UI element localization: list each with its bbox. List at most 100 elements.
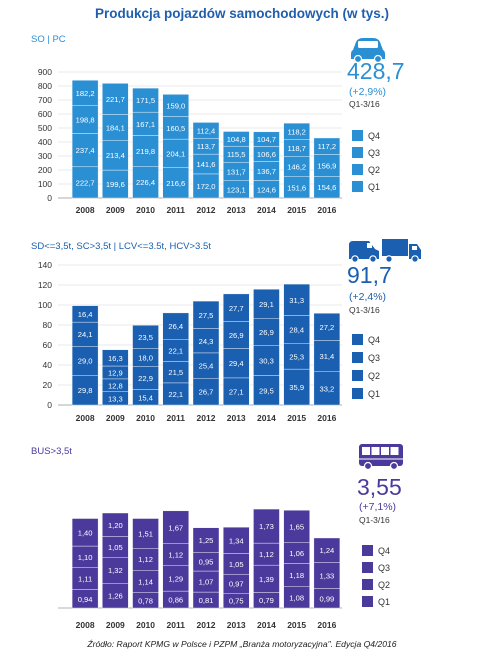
- data-label: 1,29: [168, 574, 183, 583]
- bar-segment: [283, 283, 310, 316]
- data-label: 154,6: [317, 183, 336, 192]
- data-label: 159,0: [166, 102, 185, 111]
- bar-segment: [313, 562, 341, 589]
- data-label: 25,4: [199, 362, 214, 371]
- data-label: 27,7: [229, 304, 244, 313]
- bar-segment: [192, 352, 220, 379]
- data-label: 1,32: [108, 566, 123, 575]
- bar-segment: [253, 564, 280, 593]
- bar-segment: [192, 527, 220, 553]
- data-label: 104,8: [227, 135, 246, 144]
- y-tick-label: 140: [38, 260, 52, 270]
- legend-swatch: [352, 370, 363, 381]
- data-label: 1,33: [319, 571, 334, 580]
- data-label: 26,7: [199, 388, 214, 397]
- data-label: 106,6: [257, 150, 276, 159]
- legend-swatch: [362, 545, 373, 556]
- data-label: 160,5: [166, 124, 185, 133]
- x-tick-label: 2009: [106, 205, 125, 215]
- highlight-value: 3,55: [357, 474, 402, 500]
- legend-label: Q2: [378, 580, 390, 590]
- data-label: 1,26: [108, 592, 123, 601]
- data-label: 18,0: [138, 354, 153, 363]
- data-label: 237,4: [76, 146, 95, 155]
- data-label: 30,3: [259, 356, 274, 365]
- data-label: 22,1: [168, 390, 183, 399]
- data-label: 24,1: [78, 330, 93, 339]
- data-label: 219,8: [136, 147, 155, 156]
- x-tick-label: 2015: [287, 205, 306, 215]
- data-label: 1,05: [108, 543, 123, 552]
- data-label: 29,1: [259, 300, 274, 309]
- bar-segment: [71, 346, 99, 376]
- chart-label: BUS>3,5t: [31, 446, 72, 457]
- data-label: 216,6: [166, 179, 185, 188]
- data-label: 0,99: [319, 594, 334, 603]
- legend-swatch: [362, 562, 373, 573]
- y-tick-label: 400: [38, 137, 52, 147]
- x-tick-label: 2011: [167, 413, 186, 423]
- bar-segment: [313, 371, 341, 406]
- data-label: 141,6: [196, 160, 215, 169]
- data-label: 27,5: [199, 311, 214, 320]
- legend-swatch: [352, 334, 363, 345]
- highlight-value: 428,7: [347, 58, 405, 84]
- data-label: 0,86: [168, 596, 183, 605]
- data-label: 213,4: [106, 151, 125, 160]
- legend-label: Q1: [368, 182, 380, 192]
- data-label: 0,94: [78, 595, 93, 604]
- legend-label: Q3: [378, 563, 390, 573]
- data-label: 29,5: [259, 386, 274, 395]
- bar-segment: [162, 510, 189, 544]
- data-label: 226,4: [136, 178, 155, 187]
- bar-segment: [192, 173, 220, 199]
- legend-swatch: [362, 579, 373, 590]
- legend-swatch: [352, 147, 363, 158]
- bar-segment: [313, 137, 341, 155]
- data-label: 28,4: [289, 326, 304, 335]
- y-tick-label: 200: [38, 165, 52, 175]
- bar-segment: [71, 305, 99, 323]
- highlight-period: Q1-3/16: [359, 515, 390, 525]
- bar-segment: [253, 508, 280, 544]
- legend-swatch: [352, 130, 363, 141]
- data-label: 1,67: [168, 523, 183, 532]
- data-label: 1,51: [138, 529, 153, 538]
- y-tick-label: 100: [38, 179, 52, 189]
- data-label: 1,08: [289, 593, 304, 602]
- legend-swatch: [352, 388, 363, 399]
- x-tick-label: 2010: [136, 205, 155, 215]
- y-tick-label: 700: [38, 95, 52, 105]
- bar-segment: [223, 293, 250, 322]
- data-label: 167,1: [136, 120, 155, 129]
- bar-segment: [283, 315, 310, 344]
- bar-segment: [253, 318, 280, 346]
- data-label: 16,3: [108, 354, 123, 363]
- data-label: 26,9: [259, 328, 274, 337]
- data-label: 146,2: [287, 163, 306, 172]
- x-tick-label: 2013: [227, 620, 246, 630]
- x-tick-label: 2014: [257, 620, 276, 630]
- bar-segment: [192, 328, 220, 354]
- legend-label: Q1: [378, 597, 390, 607]
- data-label: 1,25: [199, 536, 214, 545]
- highlight-value: 91,7: [347, 262, 392, 288]
- data-label: 1,20: [108, 521, 123, 530]
- bar-segment: [192, 122, 220, 139]
- chart-label: SD<=3,5t, SC>3,5t | LCV<=3.5t, HCV>3.5t: [31, 241, 211, 252]
- data-label: 35,9: [289, 383, 304, 392]
- bar-segment: [283, 510, 310, 543]
- data-label: 13,3: [108, 394, 123, 403]
- x-tick-label: 2015: [287, 413, 306, 423]
- y-tick-label: 0: [47, 400, 52, 410]
- data-label: 0,95: [199, 558, 214, 567]
- y-tick-label: 100: [38, 300, 52, 310]
- data-label: 26,9: [229, 331, 244, 340]
- bar-segment: [132, 135, 159, 167]
- x-tick-label: 2015: [287, 620, 306, 630]
- bar-segment: [71, 133, 99, 168]
- legend-label: Q4: [378, 546, 390, 556]
- data-label: 151,6: [287, 183, 306, 192]
- data-label: 104,7: [257, 135, 276, 144]
- x-tick-label: 2016: [317, 205, 336, 215]
